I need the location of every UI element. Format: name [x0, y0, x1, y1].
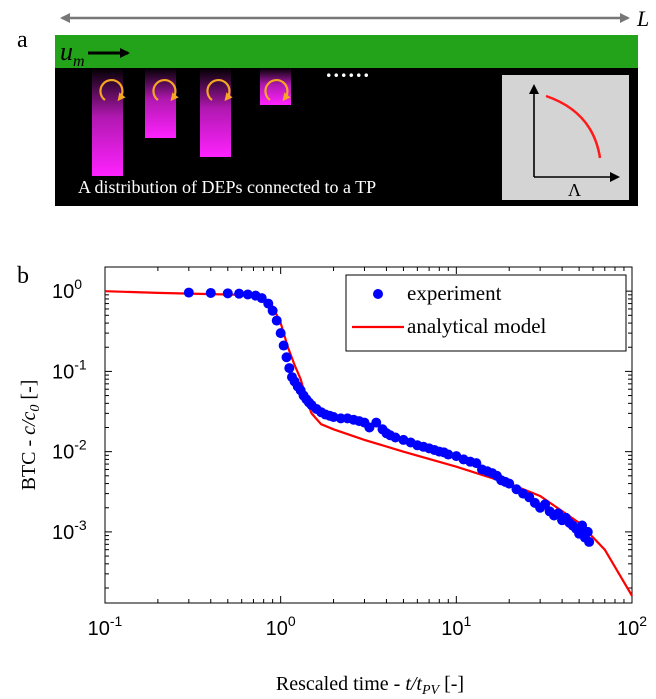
experiment-point — [183, 287, 194, 298]
legend-model-label: analytical model — [407, 314, 547, 338]
vortex-icon — [206, 78, 233, 102]
y-tick-label: 100 — [52, 276, 82, 303]
experiment-point — [256, 293, 267, 304]
legend: experiment analytical model — [345, 274, 627, 352]
experiment-point — [267, 305, 278, 316]
experiment-point — [222, 288, 233, 299]
experiment-point — [271, 315, 282, 326]
series-experiment-points — [183, 287, 595, 547]
length-label: L — [636, 6, 649, 31]
vortex-icon — [99, 78, 126, 102]
experiment-point — [443, 449, 454, 460]
x-tick-label: 100 — [266, 613, 296, 640]
x-tick-label: 102 — [617, 613, 647, 640]
y-tick-label: 10-3 — [52, 517, 87, 544]
x-tick-label: 101 — [441, 613, 471, 640]
experiment-point — [263, 298, 274, 309]
axis-ticks — [104, 266, 633, 603]
y-tick-label: 10-2 — [52, 437, 87, 464]
x-tick-label: 10-1 — [88, 613, 123, 640]
experiment-point — [504, 478, 515, 489]
experiment-point — [234, 288, 245, 299]
experiment-point — [275, 328, 286, 339]
panel-a-caption: A distribution of DEPs connected to a TP — [78, 177, 376, 197]
panel-a-letter: a — [17, 27, 28, 53]
inset-x-label: Λ — [568, 180, 581, 200]
experiment-point — [582, 526, 593, 537]
experiment-point — [281, 352, 292, 363]
y-axis-label: BTC - c/c0 [-] — [18, 380, 43, 491]
experiment-point — [278, 340, 289, 351]
panel-b: b 10-1 100 101 102 100 10-1 10-2 10-3 experime… — [17, 263, 647, 698]
velocity-label: um — [60, 37, 85, 70]
experiment-point — [284, 363, 295, 374]
inset-box — [502, 75, 629, 200]
experiment-point — [390, 432, 401, 443]
y-tick-label: 10-1 — [52, 356, 87, 383]
legend-experiment-label: experiment — [407, 281, 502, 305]
vortex-icon — [264, 78, 291, 102]
continuation-dots: ...... — [326, 57, 371, 82]
flow-channel — [55, 35, 638, 68]
dead-end-pore-2 — [145, 68, 176, 138]
experiment-point — [242, 289, 253, 300]
experiment-point — [205, 287, 216, 298]
experiment-point — [371, 417, 382, 428]
panel-a: a L um ...... A distribution of DEPs con… — [17, 6, 649, 206]
dead-end-pore-1 — [92, 68, 123, 176]
panel-b-letter: b — [17, 263, 29, 289]
experiment-point — [584, 536, 595, 547]
y-tick-labels: 100 10-1 10-2 10-3 — [52, 276, 87, 544]
x-axis-label: Rescaled time - t/tPV [-] — [276, 673, 464, 698]
x-tick-labels: 10-1 100 101 102 — [88, 613, 648, 640]
vortex-icon — [152, 78, 179, 102]
inset-curve — [545, 94, 602, 159]
legend-experiment-marker — [373, 289, 383, 299]
legend-box — [345, 274, 627, 352]
